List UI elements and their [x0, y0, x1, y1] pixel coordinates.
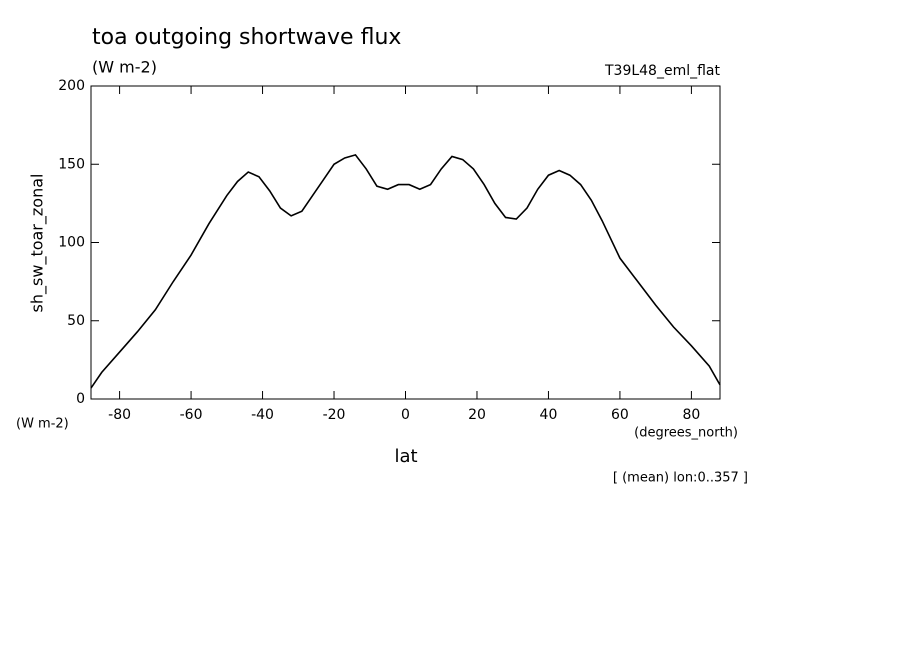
plot-frame — [90, 85, 721, 400]
y-tick-label: 100 — [58, 235, 85, 251]
y-tick-label: 150 — [58, 156, 85, 172]
x-tick-label: -20 — [323, 407, 346, 423]
y-tick-label: 200 — [58, 78, 85, 94]
chart-title: toa outgoing shortwave flux — [92, 25, 401, 50]
x-tick-label: 60 — [611, 407, 629, 423]
dataset-label: T39L48_eml_flat — [604, 63, 721, 79]
data-line — [90, 153, 721, 389]
x-tick-label: -80 — [108, 407, 131, 423]
x-tick-label: 80 — [682, 407, 700, 423]
x-tick-label: -60 — [180, 407, 203, 423]
x-units-label: (degrees_north) — [634, 426, 738, 441]
y-tick-label: 0 — [76, 391, 85, 407]
x-tick-label: -40 — [251, 407, 274, 423]
y-units-label: (W m-2) — [16, 417, 69, 432]
x-tick-label: 0 — [401, 407, 410, 423]
footnote: [ (mean) lon:0..357 ] — [613, 471, 748, 486]
x-tick-label: 40 — [540, 407, 558, 423]
y-tick-label: 50 — [67, 313, 85, 329]
x-tick-label: 20 — [468, 407, 486, 423]
units-label: (W m-2) — [92, 58, 157, 77]
x-axis-label: lat — [394, 446, 417, 467]
y-axis-label: sh_sw_toar_zonal — [28, 174, 48, 313]
